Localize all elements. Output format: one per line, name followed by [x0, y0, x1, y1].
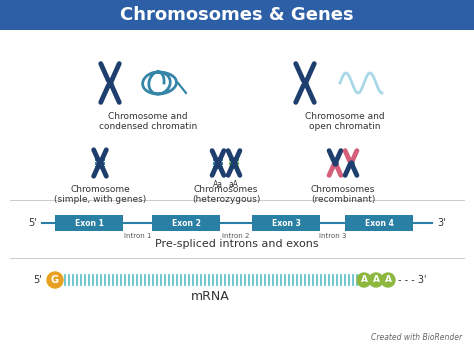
FancyBboxPatch shape — [95, 161, 105, 165]
Text: 3': 3' — [437, 218, 446, 228]
Text: Intron 1: Intron 1 — [124, 233, 151, 239]
Text: Chromosome and
condensed chromatin: Chromosome and condensed chromatin — [99, 112, 197, 132]
FancyBboxPatch shape — [229, 166, 238, 168]
FancyBboxPatch shape — [213, 158, 223, 160]
FancyBboxPatch shape — [0, 0, 474, 30]
Text: mRNA: mRNA — [191, 290, 229, 302]
Circle shape — [369, 273, 383, 287]
FancyBboxPatch shape — [229, 161, 238, 165]
Text: Created with BioRender: Created with BioRender — [371, 333, 462, 342]
Text: Intron 2: Intron 2 — [222, 233, 250, 239]
FancyBboxPatch shape — [55, 215, 123, 231]
Text: Chromosomes
(recombinant): Chromosomes (recombinant) — [311, 185, 375, 204]
Circle shape — [357, 273, 371, 287]
Text: Exon 3: Exon 3 — [272, 219, 301, 228]
Text: A: A — [373, 276, 380, 285]
Text: 5': 5' — [28, 218, 37, 228]
Text: Chromosomes
(heterozygous): Chromosomes (heterozygous) — [192, 185, 260, 204]
Text: Intron 3: Intron 3 — [319, 233, 346, 239]
Text: Chromosomes & Genes: Chromosomes & Genes — [120, 6, 354, 24]
Circle shape — [47, 272, 63, 288]
Text: 5': 5' — [33, 275, 42, 285]
Text: Chromosome
(simple, with genes): Chromosome (simple, with genes) — [54, 185, 146, 204]
Text: Exon 2: Exon 2 — [172, 219, 201, 228]
Text: A: A — [384, 276, 392, 285]
Text: Pre-spliced introns and exons: Pre-spliced introns and exons — [155, 239, 319, 249]
Text: - - - 3': - - - 3' — [398, 275, 427, 285]
FancyBboxPatch shape — [95, 158, 105, 160]
FancyBboxPatch shape — [252, 215, 320, 231]
FancyBboxPatch shape — [152, 215, 220, 231]
FancyBboxPatch shape — [95, 166, 105, 168]
FancyBboxPatch shape — [345, 215, 413, 231]
FancyBboxPatch shape — [0, 30, 474, 348]
FancyBboxPatch shape — [213, 161, 223, 165]
FancyBboxPatch shape — [213, 166, 223, 168]
Text: G: G — [51, 275, 59, 285]
Text: Aa: Aa — [213, 180, 223, 189]
Text: Chromosome and
open chromatin: Chromosome and open chromatin — [305, 112, 385, 132]
Text: Exon 4: Exon 4 — [365, 219, 393, 228]
FancyBboxPatch shape — [229, 158, 238, 160]
Text: aA: aA — [229, 180, 239, 189]
Text: A: A — [361, 276, 367, 285]
Text: Exon 1: Exon 1 — [74, 219, 103, 228]
Circle shape — [381, 273, 395, 287]
